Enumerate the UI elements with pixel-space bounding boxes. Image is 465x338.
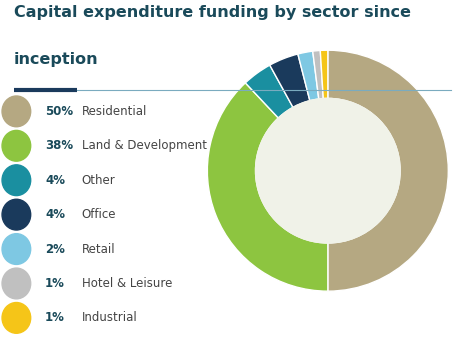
Text: 4%: 4%: [45, 208, 65, 221]
Circle shape: [2, 130, 31, 161]
Circle shape: [2, 165, 31, 196]
Text: 50%: 50%: [45, 105, 73, 118]
Text: Other: Other: [82, 174, 116, 187]
Wedge shape: [313, 50, 323, 99]
Text: inception: inception: [14, 52, 99, 67]
Wedge shape: [328, 50, 448, 291]
Text: 1%: 1%: [45, 277, 65, 290]
Circle shape: [2, 199, 31, 230]
Text: Capital expenditure funding by sector since: Capital expenditure funding by sector si…: [14, 5, 411, 20]
Circle shape: [2, 303, 31, 333]
Text: 2%: 2%: [45, 243, 65, 256]
Circle shape: [256, 98, 400, 243]
Text: Residential: Residential: [82, 105, 147, 118]
Wedge shape: [320, 50, 328, 99]
Text: Retail: Retail: [82, 243, 115, 256]
Wedge shape: [246, 65, 293, 118]
Text: Hotel & Leisure: Hotel & Leisure: [82, 277, 172, 290]
Circle shape: [2, 96, 31, 127]
Wedge shape: [298, 51, 319, 101]
Circle shape: [2, 234, 31, 264]
Wedge shape: [270, 54, 310, 107]
Circle shape: [2, 268, 31, 299]
Wedge shape: [207, 83, 328, 291]
Text: Land & Development: Land & Development: [82, 139, 207, 152]
Text: 38%: 38%: [45, 139, 73, 152]
Text: 1%: 1%: [45, 311, 65, 324]
Text: Office: Office: [82, 208, 116, 221]
Text: Industrial: Industrial: [82, 311, 138, 324]
Text: 4%: 4%: [45, 174, 65, 187]
